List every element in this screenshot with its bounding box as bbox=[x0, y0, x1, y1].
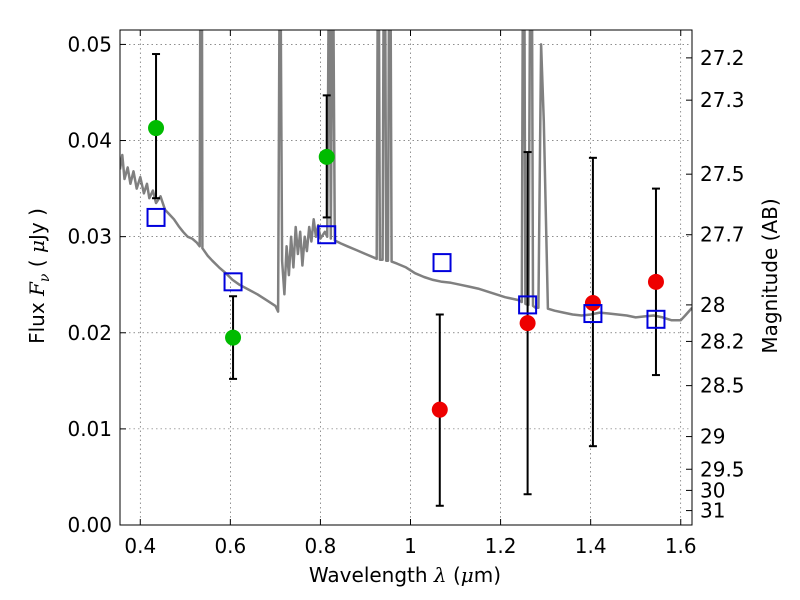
y-tick-label: 0.05 bbox=[67, 32, 112, 56]
y-tick-label: 0.01 bbox=[67, 417, 112, 441]
model-point bbox=[223, 272, 243, 292]
y-axis-label-sub: ν bbox=[37, 273, 53, 282]
x-tick-label: 1 bbox=[404, 534, 417, 558]
plot-frame bbox=[119, 29, 693, 526]
y-tick-label: 0.00 bbox=[67, 513, 112, 537]
y-tick-label: 0.02 bbox=[67, 321, 112, 345]
x-axis-label-symbol: λ bbox=[433, 563, 447, 587]
model-point bbox=[583, 304, 603, 324]
tick-labels: 0.4 0.6 0.8 1 1.2 1.4 1.6 0.00 0.01 0.02 0.03 0.04 0… bbox=[67, 32, 744, 558]
data-point bbox=[318, 148, 335, 165]
grid-lines bbox=[120, 30, 692, 526]
model-point bbox=[146, 207, 166, 227]
x-axis-label: Wavelength λ (μm) bbox=[309, 563, 501, 587]
y-axis-label-mu: μ bbox=[25, 240, 49, 253]
x-axis-label-unit: ( bbox=[447, 563, 461, 587]
x-tick-label: 1.2 bbox=[485, 534, 517, 558]
x-tick-label: 1.6 bbox=[665, 534, 697, 558]
x-tick-label: 1.4 bbox=[575, 534, 607, 558]
data-point bbox=[148, 120, 165, 137]
data-point bbox=[647, 273, 664, 290]
right-tick-label: 27.2 bbox=[700, 46, 745, 70]
model-point bbox=[432, 253, 452, 273]
right-tick-label: 29 bbox=[700, 425, 725, 449]
right-tick-label: 27.7 bbox=[700, 223, 745, 247]
y-axis-label-symbol: F bbox=[25, 281, 49, 297]
right-tick-label: 28.5 bbox=[700, 374, 745, 398]
data-point bbox=[584, 294, 601, 311]
x-tick-label: 0.4 bbox=[124, 534, 156, 558]
y-axis-label-unit-end: Jy ) bbox=[25, 208, 49, 242]
right-tick-label: 29.5 bbox=[700, 457, 745, 481]
model-point bbox=[518, 295, 538, 315]
right-axis-label: Magnitude (AB) bbox=[758, 198, 782, 353]
right-tick-label: 27.3 bbox=[700, 88, 745, 112]
data-point bbox=[225, 329, 242, 346]
data-point bbox=[431, 401, 448, 418]
right-tick-label: 28 bbox=[700, 293, 725, 317]
spectrum-line bbox=[120, 30, 692, 322]
x-axis-label-text: Wavelength bbox=[309, 563, 434, 587]
y-axis-label-unit: ( bbox=[25, 253, 49, 274]
y-axis-label-text: Flux bbox=[25, 296, 49, 344]
data-point bbox=[519, 315, 536, 332]
model-spectrum bbox=[120, 30, 692, 322]
x-tick-label: 0.6 bbox=[214, 534, 246, 558]
data-points bbox=[146, 120, 666, 418]
right-tick-label: 27.5 bbox=[700, 162, 745, 186]
y-axis-label: Flux Fν ( μJy ) bbox=[25, 208, 53, 344]
model-point bbox=[646, 309, 666, 329]
y-tick-label: 0.03 bbox=[67, 225, 112, 249]
axis-ticks bbox=[120, 30, 692, 526]
right-tick-label: 30 bbox=[700, 478, 725, 502]
x-tick-label: 0.8 bbox=[305, 534, 337, 558]
x-axis-label-mu: μ bbox=[461, 563, 474, 587]
y-tick-label: 0.04 bbox=[67, 129, 112, 153]
plot-area bbox=[120, 30, 692, 507]
right-tick-label: 28.2 bbox=[700, 329, 745, 353]
model-point bbox=[317, 225, 337, 245]
error-bars bbox=[152, 53, 660, 507]
right-tick-label: 31 bbox=[700, 499, 725, 523]
x-axis-label-unit-end: m) bbox=[474, 563, 501, 587]
